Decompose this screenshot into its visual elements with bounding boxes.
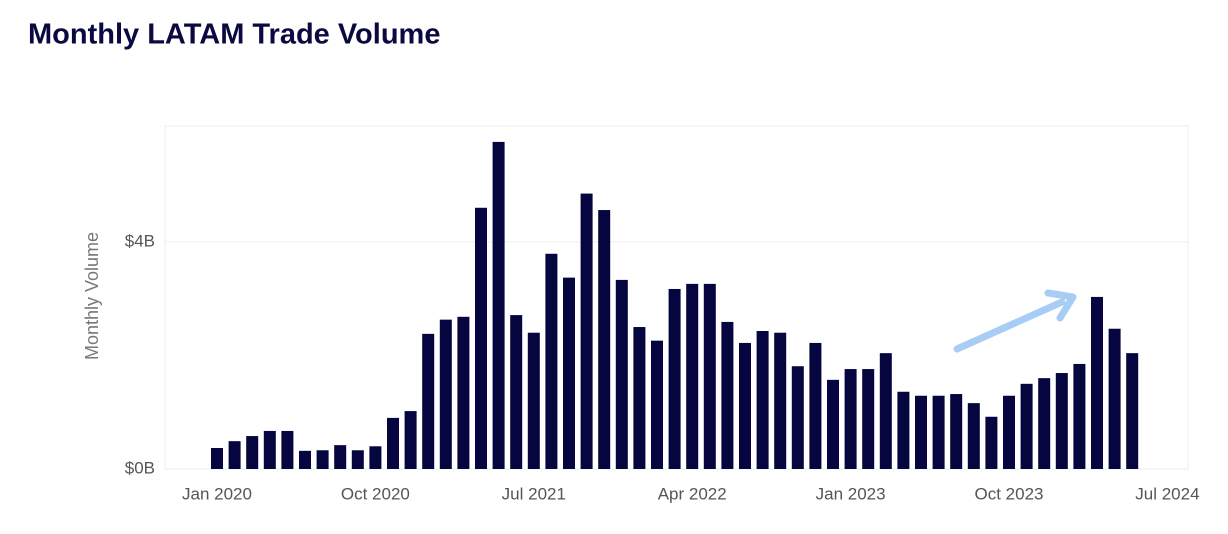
bar [475, 207, 487, 469]
bar [967, 403, 980, 469]
x-tick-label: Jul 2021 [502, 484, 566, 503]
bar [897, 391, 910, 469]
bar [809, 342, 822, 469]
x-tick-label: Jul 2024 [1135, 484, 1199, 503]
bar [563, 277, 575, 469]
bar [316, 450, 329, 469]
annotation-arrow [953, 289, 1077, 353]
bar [457, 316, 470, 469]
x-tick-label: Apr 2022 [658, 484, 727, 503]
bar [862, 369, 875, 469]
bar [756, 331, 769, 469]
chart-title: Monthly LATAM Trade Volume [28, 19, 440, 51]
y-tick-label: $4B [125, 231, 155, 250]
y-tick-label: $0B [125, 458, 155, 477]
bar [827, 379, 839, 469]
x-tick-label: Oct 2020 [341, 484, 410, 503]
bar [791, 366, 804, 469]
bar [932, 395, 945, 469]
bar [651, 340, 663, 469]
y-axis-title: Monthly Volume [82, 232, 102, 360]
bar [1091, 296, 1103, 469]
bar [1055, 373, 1068, 469]
bar [580, 193, 593, 469]
x-tick-label: Jan 2023 [816, 484, 886, 503]
bar [985, 416, 998, 469]
x-tick-label: Oct 2023 [975, 484, 1044, 503]
bar [351, 450, 364, 469]
bar [1003, 395, 1015, 469]
bar [739, 342, 751, 469]
bar [1126, 353, 1139, 469]
bar [422, 333, 435, 469]
bar [510, 315, 523, 469]
bar [387, 417, 399, 469]
x-tick-label: Jan 2020 [182, 484, 252, 503]
bar [545, 253, 558, 469]
bar [721, 321, 734, 469]
bar [404, 411, 417, 469]
bar [686, 283, 699, 469]
bar [228, 441, 241, 469]
bar [950, 394, 963, 469]
bar [668, 288, 681, 469]
bar [615, 279, 628, 469]
bar [369, 446, 382, 469]
bar [299, 450, 311, 469]
bar [915, 395, 927, 469]
bar [1020, 383, 1033, 469]
bar [281, 430, 294, 469]
bar [246, 436, 259, 469]
bar [879, 353, 892, 469]
bar [703, 283, 716, 469]
bar [527, 332, 540, 469]
bar [1108, 328, 1121, 469]
bar [439, 319, 452, 469]
bar [334, 445, 347, 469]
bar [211, 447, 223, 469]
bar [492, 141, 505, 469]
bar [598, 210, 611, 469]
bar [844, 369, 857, 469]
bar [774, 332, 787, 469]
bar [633, 327, 646, 469]
bar [263, 430, 276, 469]
bar [1038, 378, 1051, 469]
bar [1073, 363, 1086, 469]
